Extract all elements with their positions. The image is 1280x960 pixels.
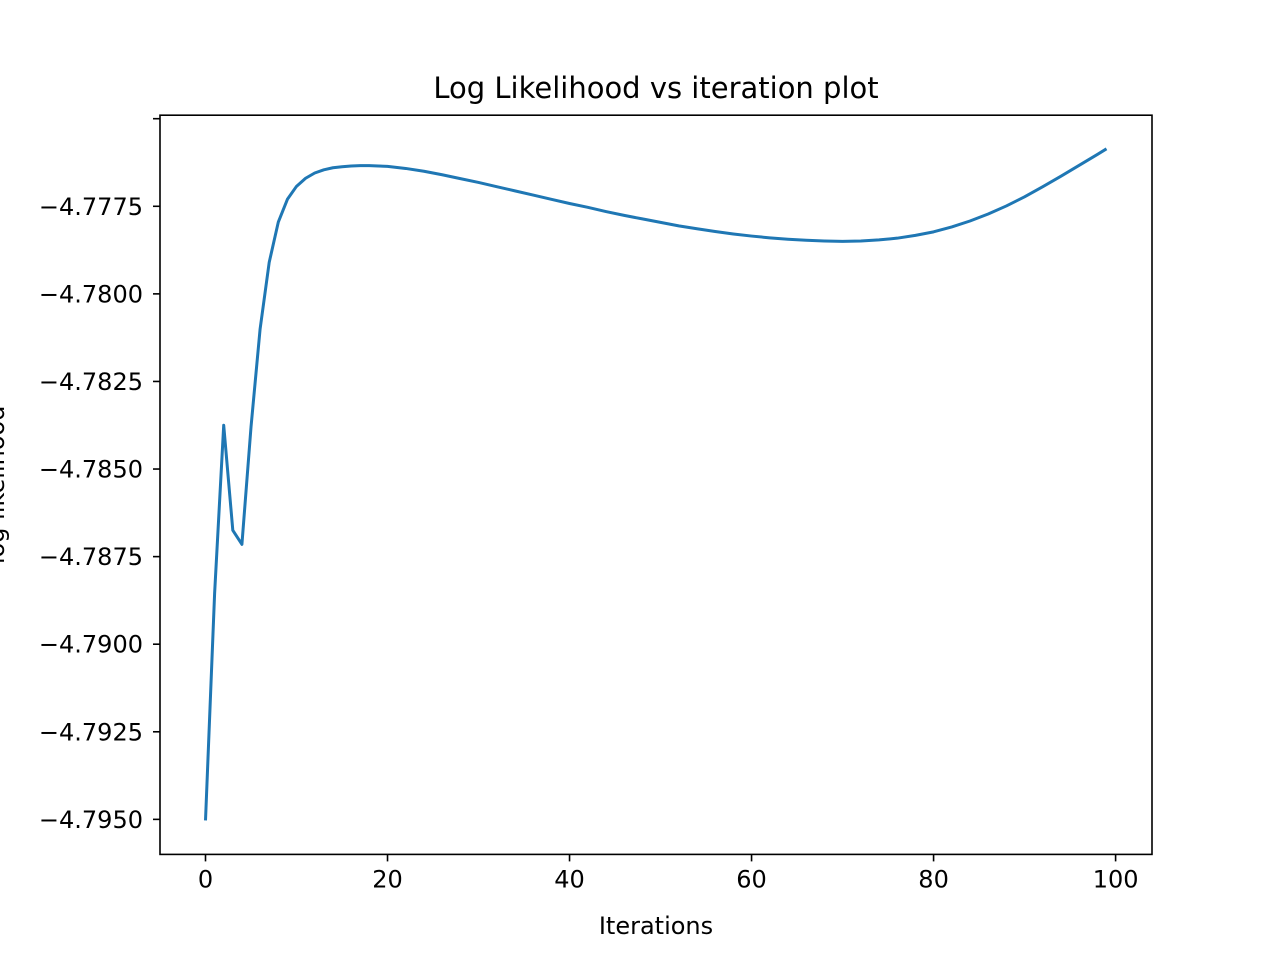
data-layer [204,147,1108,821]
x-tick-label: 80 [918,865,949,893]
chart-title: Log Likelihood vs iteration plot [433,71,878,105]
y-tick-label: −4.7875 [39,543,143,571]
plot-area-frame [159,114,1153,856]
y-tick-label: −4.7925 [39,718,143,746]
x-axis: 0 20 40 60 80 100 [198,854,1139,893]
x-tick-label: 60 [736,865,767,893]
x-tick-label: 20 [372,865,403,893]
y-tick-label: −4.7850 [39,456,143,484]
y-axis: −4.7775 −4.7800 −4.7825 −4.7850 −4.7875 −4.79… [39,117,160,834]
y-tick-label: −4.7825 [39,368,143,396]
x-axis-title: Iterations [599,912,713,940]
x-tick-label: 100 [1093,865,1139,893]
y-tick-label: −4.7950 [39,806,143,834]
y-axis-title: log likelihood [0,406,10,565]
x-tick-label: 0 [198,865,213,893]
series-line-0 [204,147,1108,821]
y-tick-label: −4.7900 [39,631,143,659]
x-tick-label: 40 [554,865,585,893]
y-tick-label: −4.7775 [39,193,143,221]
y-tick-label: −4.7800 [39,280,143,308]
